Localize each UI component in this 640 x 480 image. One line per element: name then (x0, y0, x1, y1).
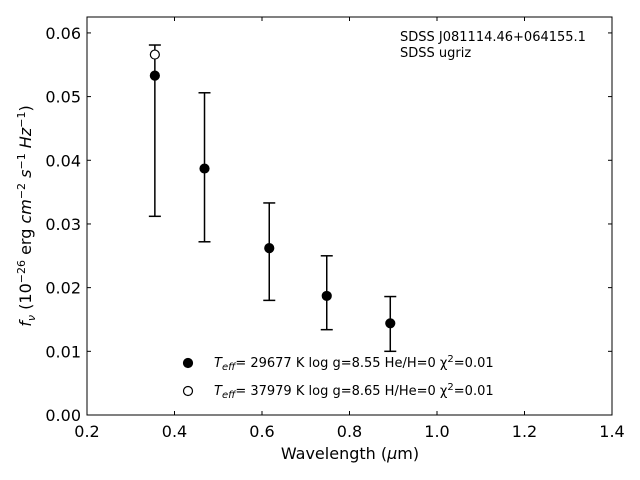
x-tick-label: 0.2 (74, 422, 99, 441)
x-tick-label: 1.4 (599, 422, 624, 441)
data-point-filled (321, 290, 332, 302)
x-tick-label: 0.4 (162, 422, 187, 441)
y-axis-label: fν (10−26 erg cm−2 s−1 Hz−1) (15, 105, 38, 326)
y-tick-label: 0.05 (45, 88, 81, 107)
legend: Teff= 29677 K log g=8.55 He/H=0 χ2=0.01 … (182, 354, 494, 401)
annotation-survey: SDSS ugriz (400, 46, 471, 61)
x-tick-label: 0.6 (249, 422, 274, 441)
annotation-object-name: SDSS J081114.46+064155.1 (400, 30, 586, 45)
x-tick-label: 0.8 (337, 422, 362, 441)
ticks-layer: 0.2 0.4 0.6 0.8 1.0 1.2 1.4 0.00 0.01 0.02 0.03 0.0… (45, 17, 625, 441)
legend-entry-2: Teff= 37979 K log g=8.65 H/He=0 χ2=0.01 (214, 382, 494, 401)
x-axis-label: Wavelength (μm) (281, 444, 419, 463)
data-point-open (149, 49, 160, 60)
y-tick-label: 0.02 (45, 279, 81, 298)
legend-marker-filled (182, 357, 194, 369)
x-tick-label: 1.0 (424, 422, 449, 441)
errorbars-layer (148, 44, 397, 353)
points-layer (149, 49, 396, 329)
y-tick-label: 0.06 (45, 24, 81, 43)
y-tick-label: 0.00 (45, 406, 81, 425)
y-tick-label: 0.01 (45, 342, 81, 361)
y-tick-label: 0.03 (45, 215, 81, 234)
data-point-filled (385, 318, 396, 329)
data-point-filled (264, 243, 275, 254)
legend-entry-1: Teff= 29677 K log g=8.55 He/H=0 χ2=0.01 (214, 354, 494, 373)
x-tick-label: 1.2 (512, 422, 537, 441)
y-tick-label: 0.04 (45, 151, 81, 170)
data-point-filled (149, 70, 160, 81)
legend-marker-open (182, 385, 194, 397)
data-point-filled (199, 163, 210, 174)
